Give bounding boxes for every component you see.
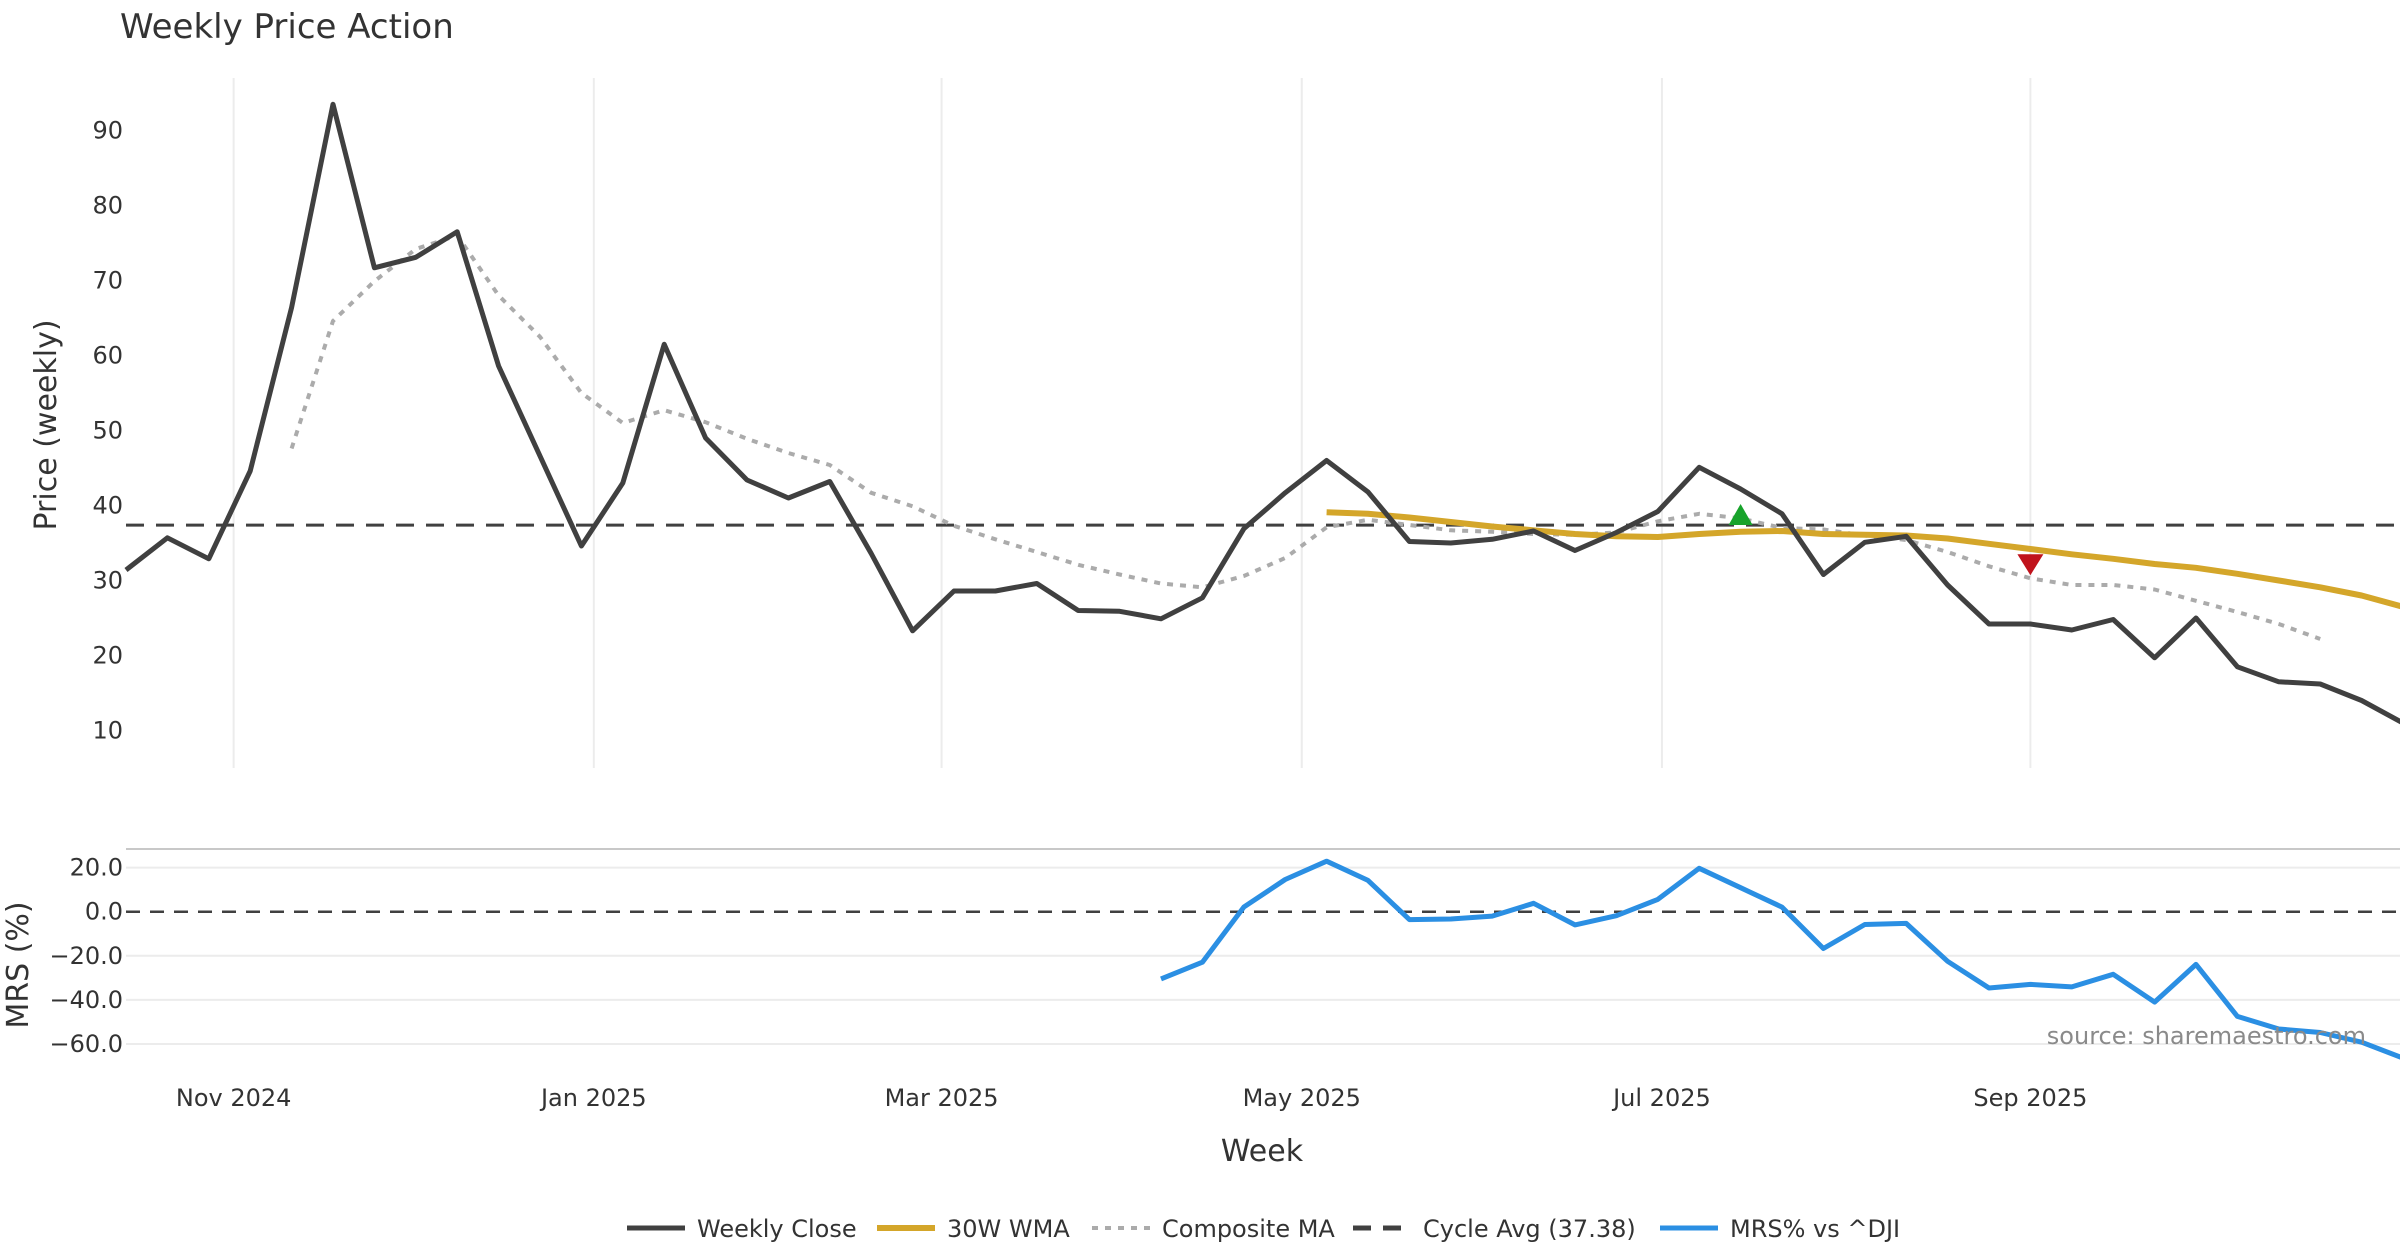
mrs-y-ticks: 20.0 0.0 −20.0 −40.0 −60.0 (49, 854, 123, 1058)
price-y-ticks: 10 20 30 40 50 60 70 80 90 (92, 117, 123, 745)
x-tick-label: Mar 2025 (885, 1084, 999, 1112)
price-y-tick-label: 90 (92, 117, 123, 145)
legend-label: Composite MA (1162, 1215, 1335, 1243)
mrs-line (1160, 858, 2400, 1060)
price-gridlines (232, 78, 2032, 768)
signal-markers (1728, 504, 2044, 576)
price-y-axis-label: Price (weekly) (29, 319, 64, 530)
legend-label: 30W WMA (947, 1215, 1070, 1243)
price-y-tick-label: 20 (92, 642, 123, 670)
mrs-y-tick-label: −40.0 (49, 986, 123, 1014)
price-y-tick-label: 60 (92, 342, 123, 370)
composite-ma-line (289, 233, 2321, 641)
x-tick-label: Sep 2025 (1973, 1084, 2087, 1112)
price-y-tick-label: 70 (92, 267, 123, 295)
mrs-series (1160, 858, 2400, 1060)
price-y-tick-label: 50 (92, 417, 123, 445)
mrs-y-tick-label: 0.0 (85, 898, 123, 926)
price-y-tick-label: 40 (92, 492, 123, 520)
mrs-y-tick-label: −20.0 (49, 942, 123, 970)
legend-label: Cycle Avg (37.38) (1423, 1215, 1636, 1243)
x-tick-label: May 2025 (1243, 1084, 1361, 1112)
price-y-tick-label: 30 (92, 567, 123, 595)
mrs-y-axis-label: MRS (%) (1, 901, 36, 1028)
price-y-tick-label: 80 (92, 192, 123, 220)
x-tick-label: Jan 2025 (539, 1084, 647, 1112)
x-tick-label: Nov 2024 (176, 1084, 292, 1112)
sell-signal-marker (2017, 554, 2044, 576)
weekly-close-line (124, 101, 2400, 725)
mrs-panel: 20.0 0.0 −20.0 −40.0 −60.0 MRS (%) (1, 854, 2400, 1060)
price-panel: 10 20 30 40 50 60 70 80 90 Price (weekly) (29, 78, 2400, 768)
x-tick-label: Jul 2025 (1611, 1084, 1711, 1112)
buy-signal-marker (1728, 504, 1753, 525)
mrs-gridlines (126, 866, 2400, 1045)
mrs-y-tick-label: −60.0 (49, 1030, 123, 1058)
legend-label: Weekly Close (697, 1215, 857, 1243)
chart-title: Weekly Price Action (120, 7, 454, 47)
legend: Weekly Close 30W WMA Composite MA Cycle Avg… (627, 1215, 1900, 1243)
x-axis-label: Week (1221, 1134, 1304, 1169)
source-note: source: sharemaestro.com (2047, 1022, 2366, 1050)
x-axis-ticks: Nov 2024 Jan 2025 Mar 2025 May 2025 Jul 2025… (176, 1084, 2088, 1112)
wma-30w-line (1326, 509, 2400, 610)
price-series (124, 101, 2400, 725)
price-y-tick-label: 10 (92, 717, 123, 745)
legend-label: MRS% vs ^DJI (1730, 1215, 1900, 1243)
mrs-y-tick-label: 20.0 (70, 854, 123, 882)
